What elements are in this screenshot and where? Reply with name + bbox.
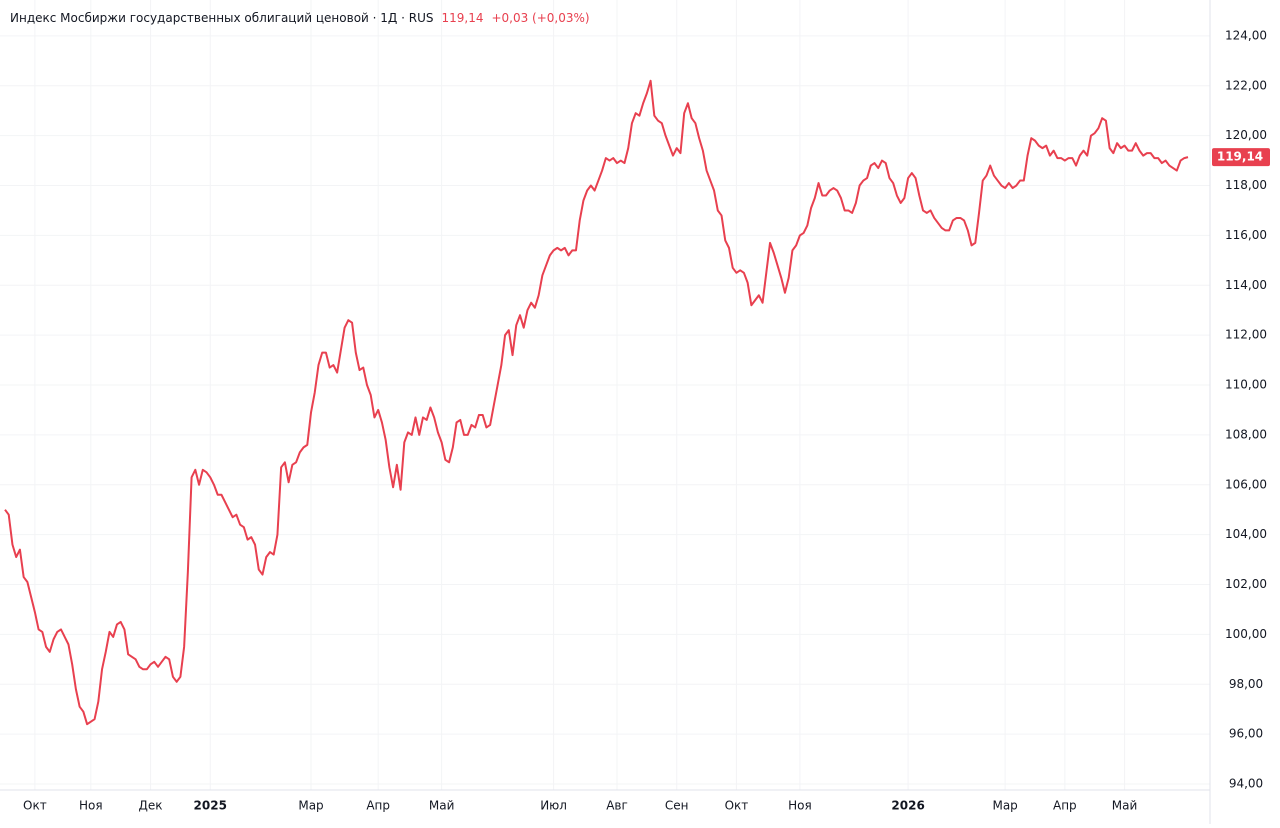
x-tick-label: Ноя — [79, 799, 103, 813]
y-tick-label: 112,00 — [1225, 328, 1267, 342]
x-tick-label: 2025 — [194, 799, 227, 813]
header-price: 119,14 — [441, 11, 483, 25]
x-tick-label: Окт — [725, 799, 749, 813]
x-tick-label: Ноя — [788, 799, 812, 813]
y-tick-label: 120,00 — [1225, 128, 1267, 142]
x-tick-label: Мар — [992, 799, 1017, 813]
x-tick-label: Июл — [540, 799, 567, 813]
y-tick-label: 122,00 — [1225, 78, 1267, 92]
x-tick-label: Май — [429, 799, 455, 813]
x-tick-label: Май — [1112, 799, 1138, 813]
y-tick-label: 118,00 — [1225, 178, 1267, 192]
price-line — [4, 79, 1189, 726]
last-price-box — [1212, 148, 1270, 167]
grid — [0, 0, 1210, 790]
y-tick-label: 116,00 — [1225, 228, 1267, 242]
chart-title: Индекс Мосбиржи государственных облигаци… — [10, 11, 433, 25]
x-tick-label: Дек — [139, 799, 163, 813]
x-tick-label: Окт — [23, 799, 47, 813]
y-tick-label: 100,00 — [1225, 627, 1267, 641]
y-tick-label: 106,00 — [1225, 477, 1267, 491]
y-tick-label: 96,00 — [1229, 727, 1263, 741]
y-tick-label: 98,00 — [1229, 677, 1263, 691]
x-tick-label: Сен — [665, 799, 689, 813]
y-tick-label: 102,00 — [1225, 577, 1267, 591]
x-tick-label: Апр — [1053, 799, 1077, 813]
y-tick-label: 124,00 — [1225, 28, 1267, 42]
y-tick-label: 94,00 — [1229, 777, 1263, 791]
y-tick-label: 104,00 — [1225, 527, 1267, 541]
header: Индекс Мосбиржи государственных облигаци… — [10, 11, 590, 25]
last-price-label: 119,14 — [1217, 150, 1263, 164]
plot — [4, 79, 1189, 726]
x-tick-label: Авг — [606, 799, 628, 813]
x-tick-label: Апр — [366, 799, 390, 813]
x-tick-label: 2026 — [891, 799, 924, 813]
y-tick-label: 108,00 — [1225, 427, 1267, 441]
y-tick-label: 114,00 — [1225, 278, 1267, 292]
x-tick-label: Мар — [298, 799, 323, 813]
header-change: +0,03 (+0,03%) — [491, 11, 589, 25]
y-tick-label: 110,00 — [1225, 378, 1267, 392]
